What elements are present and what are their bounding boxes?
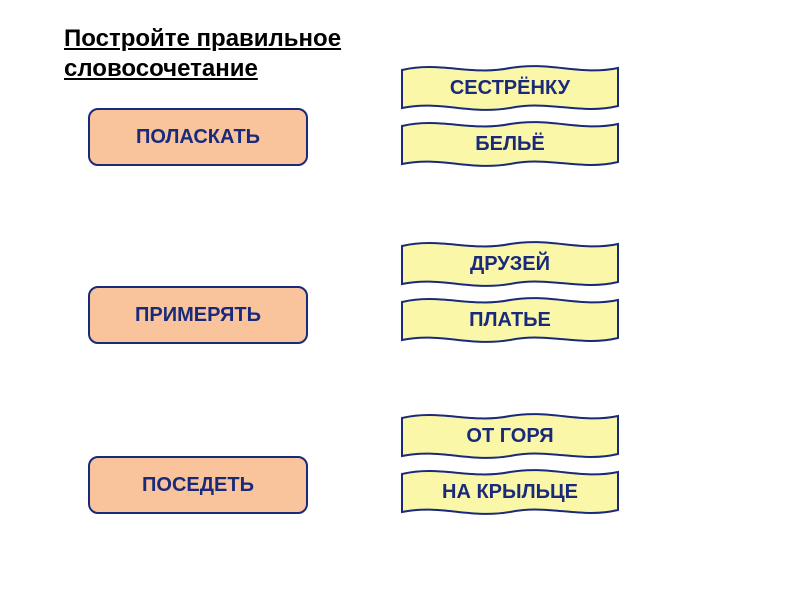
left-word-box[interactable]: ПОСЕДЕТЬ [88, 456, 308, 514]
right-word-label: СЕСТРЁНКУ [450, 77, 570, 100]
right-word-label: ДРУЗЕЙ [470, 253, 550, 276]
right-word-box[interactable]: ОТ ГОРЯ [400, 408, 620, 464]
right-word-box[interactable]: ДРУЗЕЙ [400, 236, 620, 292]
left-word-label: ПОЛАСКАТЬ [136, 126, 260, 149]
right-word-label: БЕЛЬЁ [475, 133, 545, 156]
right-word-box[interactable]: СЕСТРЁНКУ [400, 60, 620, 116]
left-word-box[interactable]: ПОЛАСКАТЬ [88, 108, 308, 166]
right-word-box[interactable]: ПЛАТЬЕ [400, 292, 620, 348]
right-word-box[interactable]: БЕЛЬЁ [400, 116, 620, 172]
right-word-label: ПЛАТЬЕ [469, 309, 551, 332]
right-word-box[interactable]: НА КРЫЛЬЦЕ [400, 464, 620, 520]
page-title: Постройте правильное словосочетание [64, 24, 341, 84]
left-word-label: ПРИМЕРЯТЬ [135, 304, 261, 327]
left-word-box[interactable]: ПРИМЕРЯТЬ [88, 286, 308, 344]
right-word-label: ОТ ГОРЯ [466, 425, 553, 448]
right-word-label: НА КРЫЛЬЦЕ [442, 481, 578, 504]
left-word-label: ПОСЕДЕТЬ [142, 474, 254, 497]
